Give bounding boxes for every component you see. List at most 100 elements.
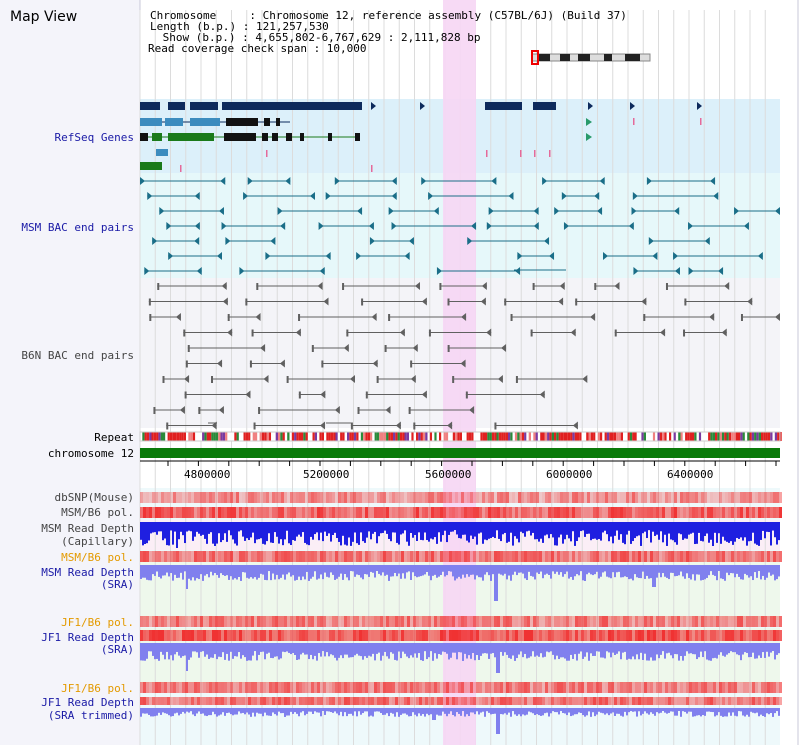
repeat-mark bbox=[227, 432, 230, 441]
depth-bar bbox=[260, 643, 262, 652]
polymorphism-cell bbox=[398, 492, 401, 503]
repeat-mark bbox=[448, 432, 451, 441]
gene-arrow bbox=[697, 102, 702, 110]
track-label-jf1-b6-pol-2[interactable]: JF1/B6 pol. bbox=[61, 682, 134, 695]
depth-bar bbox=[524, 522, 526, 537]
ideogram-band bbox=[578, 54, 590, 61]
track-label-jf1-b6-pol[interactable]: JF1/B6 pol. bbox=[61, 616, 134, 629]
depth-bar bbox=[764, 522, 766, 539]
polymorphism-cell bbox=[566, 507, 569, 518]
depth-bar bbox=[480, 522, 482, 533]
polymorphism-cell bbox=[497, 551, 500, 562]
track-label-dbsnp[interactable]: dbSNP(Mouse) bbox=[54, 491, 134, 504]
polymorphism-cell bbox=[536, 630, 539, 641]
track-label-msm-depth-sra[interactable]: MSM Read Depth bbox=[41, 566, 134, 579]
depth-bar bbox=[460, 565, 462, 579]
track-label-repeat[interactable]: Repeat bbox=[94, 431, 134, 444]
polymorphism-cell bbox=[758, 682, 761, 693]
polymorphism-cell bbox=[692, 682, 695, 693]
repeat-mark bbox=[333, 432, 336, 441]
depth-bar bbox=[534, 522, 536, 540]
polymorphism-cell bbox=[209, 630, 212, 641]
track-label-msm-b6-pol[interactable]: MSM/B6 pol. bbox=[61, 506, 134, 519]
polymorphism-cell bbox=[524, 682, 527, 693]
track-label-msm-depth-capillary[interactable]: MSM Read Depth bbox=[41, 522, 134, 535]
repeat-mark bbox=[666, 432, 669, 441]
polymorphism-cell bbox=[602, 630, 605, 641]
polymorphism-cell bbox=[380, 551, 383, 562]
polymorphism-cell bbox=[365, 630, 368, 641]
depth-bar bbox=[458, 643, 460, 653]
depth-bar bbox=[402, 708, 404, 714]
polymorphism-cell bbox=[341, 682, 344, 693]
polymorphism-cell bbox=[665, 682, 668, 693]
depth-bar bbox=[596, 522, 598, 540]
polymorphism-cell bbox=[524, 551, 527, 562]
depth-bar bbox=[438, 522, 440, 533]
bac-end-marker bbox=[561, 192, 567, 200]
repeat-mark bbox=[708, 432, 711, 441]
polymorphism-cell bbox=[665, 492, 668, 503]
depth-bar bbox=[448, 643, 450, 660]
polymorphism-cell bbox=[344, 551, 347, 562]
polymorphism-cell bbox=[707, 682, 710, 693]
depth-bar bbox=[372, 643, 374, 654]
polymorphism-cell bbox=[308, 682, 311, 693]
depth-bar bbox=[282, 643, 284, 652]
bac-end-marker bbox=[211, 376, 214, 383]
depth-bar bbox=[294, 522, 296, 541]
depth-bar bbox=[220, 522, 222, 543]
polymorphism-cell bbox=[161, 551, 164, 562]
repeat-mark bbox=[636, 432, 640, 441]
polymorphism-cell bbox=[419, 697, 422, 705]
depth-bar bbox=[242, 708, 244, 713]
polymorphism-cell bbox=[473, 630, 476, 641]
polymorphism-cell bbox=[377, 616, 380, 627]
polymorphism-cell bbox=[593, 682, 596, 693]
depth-bar bbox=[710, 522, 712, 540]
depth-bar bbox=[482, 565, 484, 581]
polymorphism-cell bbox=[311, 492, 314, 503]
depth-bar bbox=[778, 708, 780, 716]
depth-bar bbox=[622, 643, 624, 653]
depth-bar bbox=[192, 643, 194, 652]
depth-bar bbox=[606, 643, 608, 652]
repeat-mark bbox=[464, 432, 467, 441]
repeat-mark bbox=[639, 432, 642, 441]
depth-bar bbox=[554, 522, 556, 546]
polymorphism-cell bbox=[752, 630, 755, 641]
polymorphism-cell bbox=[269, 551, 272, 562]
polymorphism-cell bbox=[503, 697, 506, 705]
depth-bar bbox=[282, 565, 284, 575]
depth-bar bbox=[202, 522, 204, 535]
bac-end-marker bbox=[285, 177, 291, 185]
polymorphism-cell bbox=[317, 492, 320, 503]
track-label-jf1-depth-sra[interactable]: JF1 Read Depth bbox=[41, 631, 134, 644]
track-label-b6n-bac[interactable]: B6N BAC end pairs bbox=[21, 349, 134, 362]
depth-bar bbox=[224, 643, 226, 660]
polymorphism-cell bbox=[677, 492, 680, 503]
depth-bar bbox=[474, 522, 476, 537]
repeat-mark bbox=[250, 432, 253, 441]
repeat-mark bbox=[245, 432, 249, 441]
polymorphism-cell bbox=[152, 492, 155, 503]
polymorphism-cell bbox=[383, 551, 386, 562]
depth-bar bbox=[724, 643, 726, 657]
track-label-msm-b6-pol-2[interactable]: MSM/B6 pol. bbox=[61, 551, 134, 564]
polymorphism-cell bbox=[686, 630, 689, 641]
bac-end-marker bbox=[243, 192, 249, 200]
polymorphism-cell bbox=[278, 507, 281, 518]
repeat-mark bbox=[172, 432, 175, 441]
polymorphism-cell bbox=[356, 697, 359, 705]
depth-bar bbox=[690, 565, 692, 580]
polymorphism-cell bbox=[350, 682, 353, 693]
track-label-refseq[interactable]: RefSeq Genes bbox=[54, 131, 134, 144]
polymorphism-cell bbox=[599, 697, 602, 705]
polymorphism-cell bbox=[482, 682, 485, 693]
repeat-mark bbox=[347, 432, 350, 441]
track-label-chromosome[interactable]: chromosome 12 bbox=[47, 447, 134, 460]
polymorphism-cell bbox=[266, 551, 269, 562]
track-label-jf1-depth-trimmed[interactable]: JF1 Read Depth bbox=[41, 696, 134, 709]
track-label-msm-bac[interactable]: MSM BAC end pairs bbox=[21, 221, 134, 234]
